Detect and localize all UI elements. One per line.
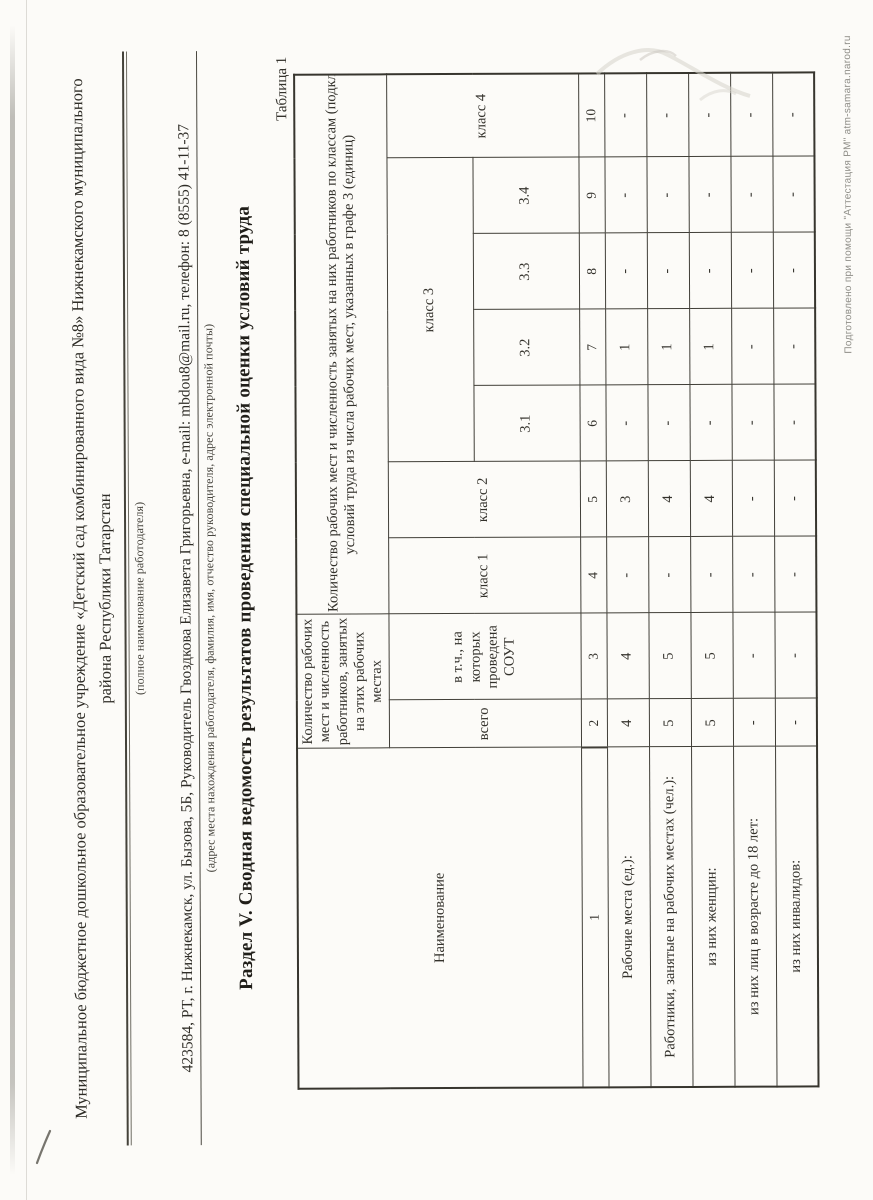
value-cell: -: [773, 384, 816, 461]
col-header-subclass-3-2: 3.2: [473, 309, 580, 386]
col-header-sout: в т.ч., на которых проведена СОУТ: [388, 613, 581, 701]
value-cell: 5: [648, 698, 692, 748]
value-cell: -: [772, 156, 815, 233]
value-cell: 1: [647, 308, 690, 386]
col-header-subclass-3-3: 3.3: [472, 233, 580, 310]
value-cell: 4: [606, 613, 649, 700]
value-cell: -: [647, 384, 690, 462]
column-number: 3: [580, 613, 607, 700]
value-cell: -: [731, 384, 774, 461]
table-row-disabled: из них инвалидов: - - - - - - - - -: [772, 72, 819, 1087]
value-cell: -: [774, 536, 817, 613]
row-label: из них женщин:: [691, 746, 735, 1087]
column-number: 7: [579, 309, 606, 386]
col-header-class1: класс 1: [388, 537, 581, 615]
col-header-class2: класс 2: [387, 461, 581, 539]
value-cell: -: [688, 156, 731, 233]
col-header-subclass-3-4: 3.4: [472, 157, 579, 234]
col-header-name: Наименование: [297, 747, 583, 1089]
value-cell: -: [646, 72, 689, 158]
value-cell: 5: [648, 612, 691, 700]
value-cell: -: [732, 698, 776, 747]
col-header-subclass-3-1: 3.1: [473, 385, 580, 462]
value-cell: -: [688, 232, 732, 309]
column-number: 1: [581, 747, 609, 1088]
table-row-workers: Работники, занятые на рабочих местах (че…: [646, 72, 693, 1088]
row-label: из них лиц в возрасте до 18 лет:: [733, 746, 777, 1087]
value-cell: -: [732, 612, 775, 699]
value-cell: 4: [647, 460, 691, 538]
value-cell: -: [688, 72, 731, 157]
value-cell: -: [646, 232, 690, 310]
value-cell: 1: [605, 309, 648, 386]
column-number: 2: [580, 699, 608, 748]
org-name-line2: района Республики Татарстан: [94, 493, 115, 704]
column-number: 8: [578, 233, 606, 310]
classes-group-line2: условий труда из числа рабочих мест, ука…: [340, 134, 359, 555]
employer-address-line: 423584, РТ, г. Нижнекамск, ул. Бызова, 5…: [174, 51, 202, 1146]
column-number: 10: [578, 73, 605, 158]
column-number: 5: [579, 461, 607, 538]
column-number: 6: [579, 385, 606, 462]
row-label: из них инвалидов:: [775, 746, 819, 1087]
value-cell: -: [773, 308, 816, 385]
scanner-edge-shadow: [10, 25, 15, 1175]
value-cell: 4: [606, 699, 650, 748]
org-caption: (полное наименование работодателя): [131, 501, 147, 696]
col-header-class4: класс 4: [386, 73, 579, 159]
col-header-total: всего: [388, 699, 582, 749]
value-cell: 5: [690, 612, 733, 699]
value-cell: -: [774, 612, 817, 699]
value-cell: -: [604, 157, 647, 234]
row-label: Рабочие места (ед.):: [607, 747, 651, 1088]
col-header-class3: класс 3: [386, 157, 474, 463]
org-name-line1: Муниципальное бюджетное дошкольное образ…: [67, 78, 91, 1119]
col-header-classes-group: Количество рабочих мест и численность за…: [294, 74, 389, 615]
value-cell: -: [646, 156, 689, 234]
value-cell: -: [731, 460, 775, 537]
software-credit: Подготовлено при помощи "Аттестация РМ" …: [841, 35, 855, 354]
value-cell: -: [772, 72, 815, 157]
section-title: Раздел V. Сводная ведомость результатов …: [232, 205, 258, 990]
value-cell: 1: [689, 308, 732, 385]
value-cell: -: [648, 536, 691, 614]
value-cell: 3: [605, 461, 649, 538]
scanner-edge-line: [26, 0, 27, 1200]
value-cell: -: [604, 73, 647, 158]
value-cell: 5: [690, 698, 734, 747]
value-cell: -: [774, 698, 818, 747]
value-cell: -: [773, 460, 817, 537]
table-row-workplaces: Рабочие места (ед.): 4 4 - 3 - 1 - - -: [604, 73, 651, 1088]
value-cell: -: [730, 72, 773, 157]
row-label: Работники, занятые на рабочих местах (че…: [649, 746, 693, 1088]
document-content: Муниципальное бюджетное дошкольное образ…: [64, 51, 820, 1146]
value-cell: -: [772, 232, 816, 309]
value-cell: -: [730, 156, 773, 233]
table-header-row-1: Наименование Количество рабочих мест и ч…: [294, 74, 583, 1089]
value-cell: -: [689, 384, 732, 461]
col-header-counts-group: Количество рабочих мест и численность ра…: [296, 614, 390, 749]
org-name: Муниципальное бюджетное дошкольное образ…: [64, 51, 121, 1145]
value-cell: 4: [689, 460, 733, 537]
sout-results-table: Наименование Количество рабочих мест и ч…: [293, 71, 820, 1090]
employer-caption: (адрес места нахождения работодателя, фа…: [201, 323, 218, 873]
value-cell: -: [605, 385, 648, 462]
value-cell: -: [730, 232, 774, 309]
value-cell: -: [690, 536, 733, 613]
employer-block: 423584, РТ, г. Нижнекамск, ул. Бызова, 5…: [174, 51, 220, 1146]
value-cell: -: [731, 308, 774, 385]
value-cell: -: [732, 536, 775, 613]
table-row-women: из них женщин: 5 5 - 4 - 1 - - -: [688, 72, 735, 1087]
column-number: 4: [580, 537, 607, 614]
value-cell: -: [604, 233, 648, 310]
column-number: 9: [578, 157, 605, 234]
value-cell: -: [606, 537, 649, 614]
table-row-minors: из них лиц в возрасте до 18 лет: - - - -…: [730, 72, 777, 1087]
table-caption: Таблица 1: [274, 56, 291, 121]
